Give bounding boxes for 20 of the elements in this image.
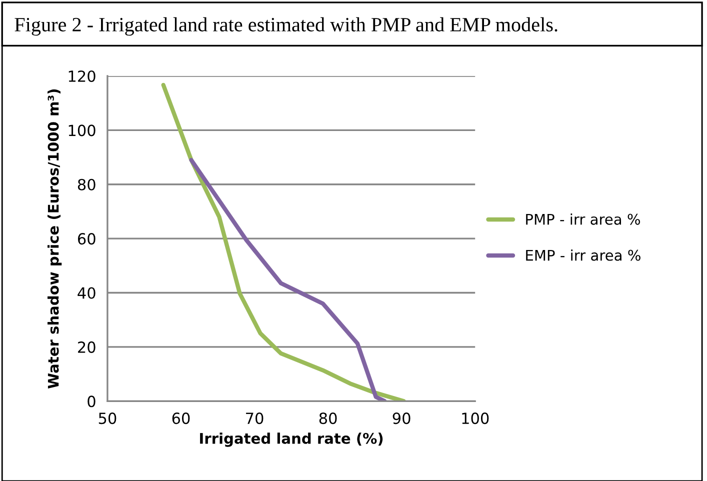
x-axis-title: Irrigated land rate (%) — [200, 432, 383, 447]
line-series — [189, 158, 387, 402]
x-tick-label: 90 — [392, 412, 410, 424]
chart-title: Figure 2 - Irrigated land rate estimated with PMP and EMP models. — [14, 17, 558, 36]
x-tick-label: 60 — [172, 412, 190, 424]
y-tick-label: 60 — [78, 233, 96, 245]
y-tick-label: 20 — [78, 341, 96, 353]
x-tick-label: 70 — [246, 412, 264, 424]
y-tick-label: 100 — [68, 124, 96, 136]
x-tick-label: 100 — [462, 412, 489, 424]
y-axis-title: Water shadow price (Euros/1000 m³) — [48, 89, 62, 389]
y-tick-label: 40 — [78, 287, 96, 299]
x-tick-label: 80 — [319, 412, 337, 424]
y-tick-label: 0 — [88, 396, 96, 408]
legend-label: EMP - irr area % — [526, 250, 640, 261]
x-tick-label: 50 — [98, 412, 116, 424]
y-tick-label: 120 — [68, 70, 96, 82]
line-series — [161, 82, 406, 402]
legend-label: PMP - irr area % — [526, 214, 640, 225]
y-tick-label: 80 — [78, 178, 96, 190]
